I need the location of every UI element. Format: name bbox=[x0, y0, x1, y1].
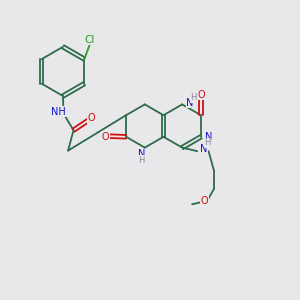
Text: O: O bbox=[197, 90, 205, 100]
Text: H: H bbox=[190, 93, 197, 102]
Text: N: N bbox=[205, 132, 212, 142]
Text: N: N bbox=[137, 149, 145, 159]
Text: Cl: Cl bbox=[85, 34, 95, 45]
Text: H: H bbox=[138, 156, 144, 165]
Text: H: H bbox=[205, 138, 211, 147]
Text: N: N bbox=[186, 98, 194, 108]
Text: N: N bbox=[200, 144, 208, 154]
Text: NH: NH bbox=[51, 106, 66, 117]
Text: O: O bbox=[201, 196, 208, 206]
Text: O: O bbox=[88, 113, 95, 123]
Text: O: O bbox=[102, 131, 110, 142]
